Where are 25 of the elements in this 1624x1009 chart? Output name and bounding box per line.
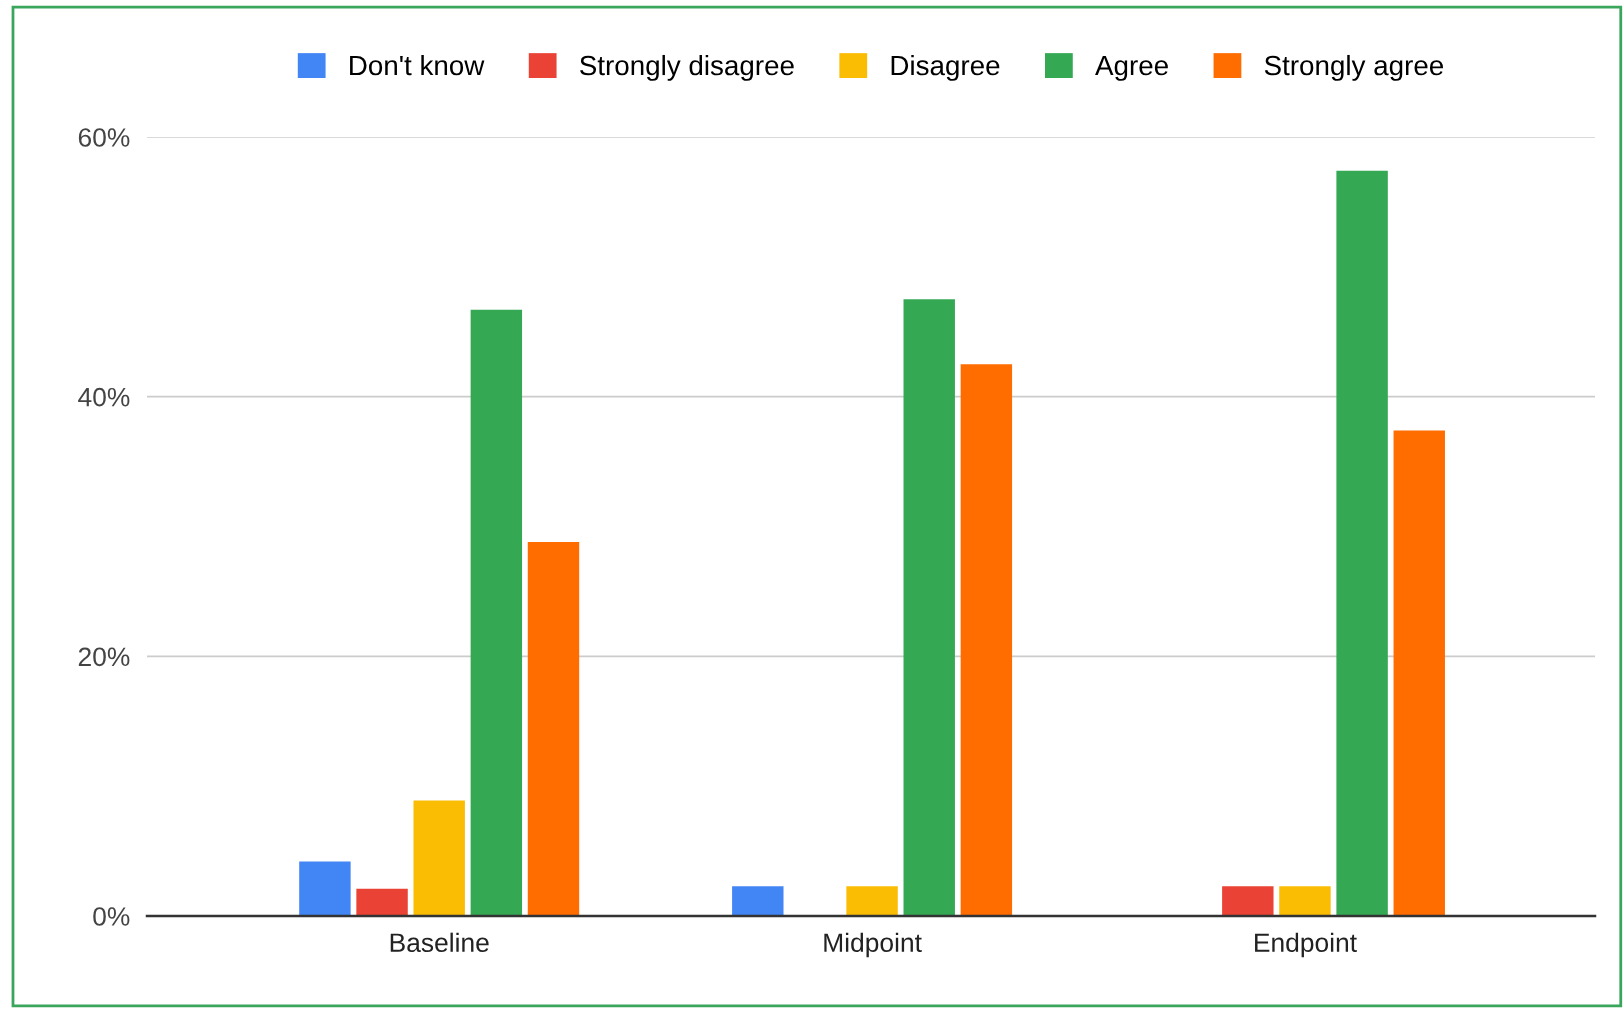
legend-label: Don't know [350, 54, 485, 76]
bar [470, 309, 523, 916]
y-tick-label: 20% [78, 647, 130, 667]
bar [1279, 886, 1331, 916]
bar [732, 886, 784, 916]
legend-label: Strongly agree [1264, 54, 1443, 81]
legend-label: Disagree [891, 54, 1000, 81]
legend-label: Agree [1095, 55, 1168, 81]
bar [413, 800, 465, 916]
bar [299, 861, 351, 916]
y-tick-label: 40% [78, 387, 130, 407]
bar [1393, 430, 1445, 916]
x-tick-label: Endpoint [1255, 932, 1357, 958]
y-tick-label: 0% [93, 907, 130, 926]
bar [960, 364, 1013, 916]
x-tick-label: Midpoint [824, 932, 922, 958]
bar [356, 888, 408, 916]
x-tick-label: Baseline [390, 932, 489, 953]
y-tick-label: 60% [78, 128, 130, 147]
bar [903, 299, 955, 916]
bar [1336, 170, 1388, 916]
bar [527, 542, 580, 916]
bar [846, 886, 898, 916]
legend-label: Strongly disagree [580, 54, 794, 81]
bar [1222, 886, 1274, 916]
